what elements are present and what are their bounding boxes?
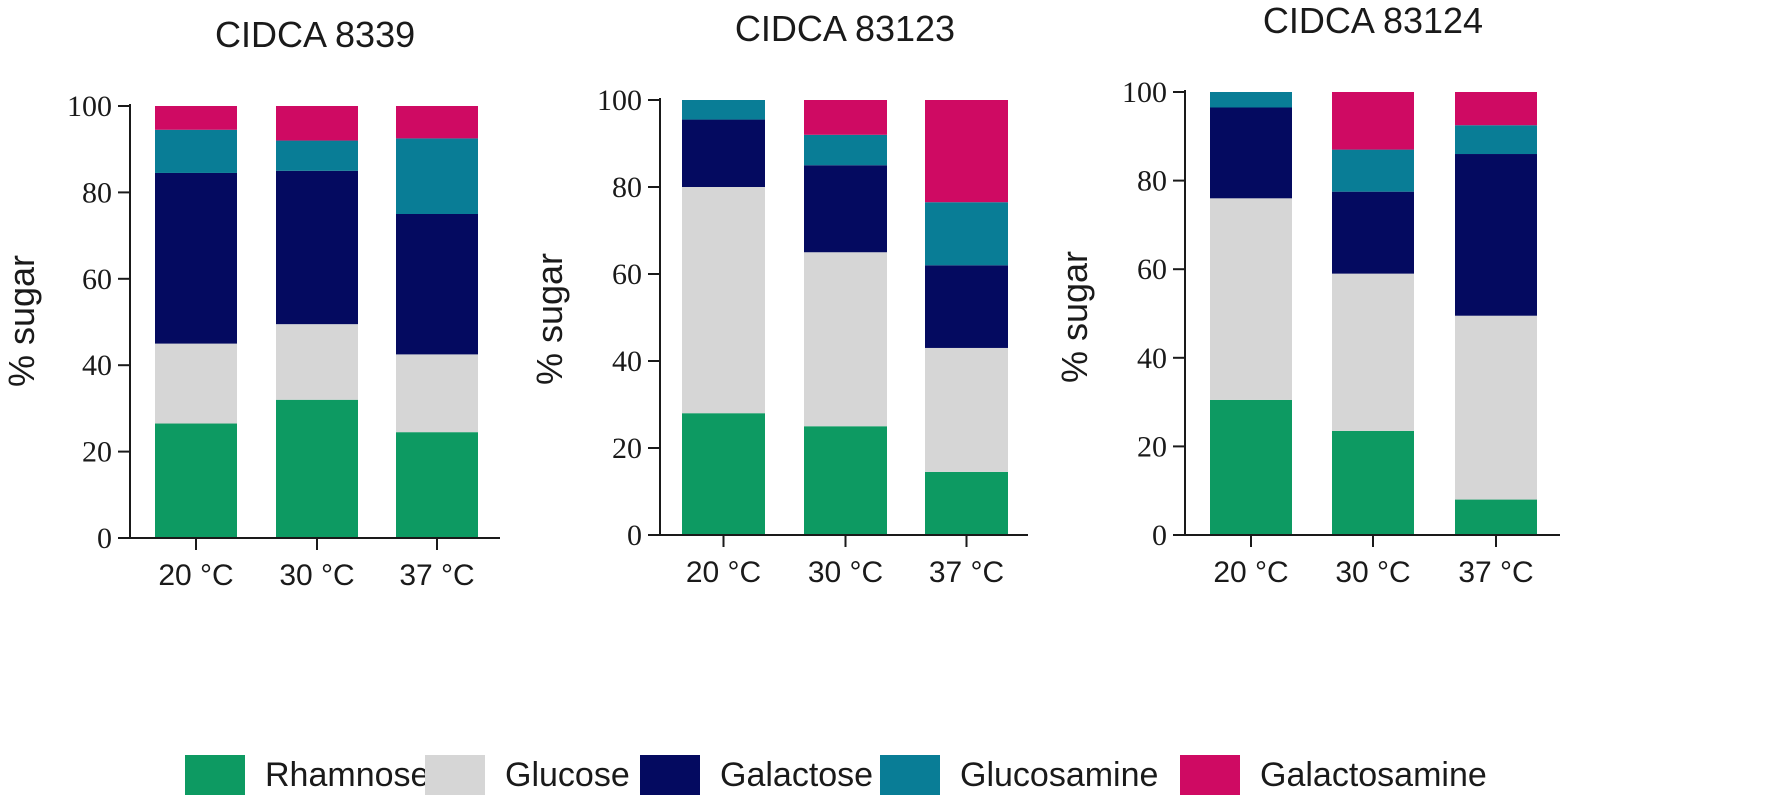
y-tick-label: 80: [1137, 165, 1167, 198]
bar-galactose-1: [682, 119, 765, 187]
bar-rhamnose-1: [1210, 399, 1292, 535]
bar-glucose-2: [804, 252, 887, 427]
legend-swatch-glucosamine: [880, 755, 940, 795]
bar-glucosamine-3: [396, 138, 478, 214]
bar-glucose-3: [925, 347, 1008, 472]
y-tick-label: 60: [82, 263, 112, 296]
x-tick-label: 20 °C: [158, 559, 233, 592]
bar-glucose-1: [1210, 198, 1292, 400]
legend-swatch-rhamnose: [185, 755, 245, 795]
legend-item-glucose: Glucose: [425, 755, 630, 795]
bar-rhamnose-1: [155, 423, 237, 538]
bar-galactosamine-3: [925, 100, 1008, 203]
bar-glucose-3: [396, 354, 478, 433]
y-tick-label: 100: [597, 84, 642, 117]
chart-title: CIDCA 83123: [734, 8, 956, 49]
bar-galactose-3: [1455, 154, 1537, 316]
bar-glucosamine-3: [1455, 125, 1537, 155]
chart-title: CIDCA 8339: [215, 14, 416, 55]
x-tick-label: 30 °C: [1335, 556, 1410, 589]
x-tick-label: 37 °C: [399, 559, 474, 592]
legend-label: Galactose: [720, 755, 874, 794]
y-tick-label: 0: [627, 519, 642, 552]
y-tick-label: 60: [1137, 253, 1167, 286]
bar-glucosamine-2: [804, 134, 887, 166]
legend-label: Galactosamine: [1260, 755, 1487, 794]
bar-galactose-1: [1210, 107, 1292, 199]
y-tick-label: 20: [612, 432, 642, 465]
bar-galactosamine-2: [1332, 92, 1414, 150]
bar-glucosamine-2: [1332, 149, 1414, 192]
bar-glucose-2: [276, 324, 358, 400]
x-tick-label: 20 °C: [1213, 556, 1288, 589]
bar-rhamnose-2: [1332, 430, 1414, 535]
y-tick-label: 80: [612, 171, 642, 204]
bar-galactosamine-3: [396, 106, 478, 139]
y-tick-label: 100: [1122, 76, 1167, 109]
y-tick-label: 20: [82, 436, 112, 469]
legend-item-glucosamine: Glucosamine: [880, 755, 1158, 795]
bar-galactose-2: [1332, 191, 1414, 274]
legend-item-galactosamine: Galactosamine: [1180, 755, 1487, 795]
bar-galactose-2: [804, 165, 887, 253]
legend-swatch-galactose: [640, 755, 700, 795]
bar-glucosamine-1: [682, 100, 765, 120]
y-tick-label: 80: [82, 176, 112, 209]
legend: Rhamnose Glucose Galactose Glucosamine G…: [185, 755, 1735, 795]
y-tick-label: 40: [82, 349, 112, 382]
bar-glucosamine-1: [155, 129, 237, 173]
bar-rhamnose-2: [804, 426, 887, 535]
bar-galactose-3: [925, 265, 1008, 348]
bar-glucose-3: [1455, 315, 1537, 500]
bar-glucosamine-2: [276, 140, 358, 171]
bar-glucose-1: [682, 187, 765, 414]
bar-rhamnose-3: [925, 471, 1008, 535]
legend-label: Rhamnose: [265, 755, 430, 794]
y-tick-label: 100: [67, 90, 112, 123]
bar-galactosamine-2: [804, 100, 887, 135]
bar-galactosamine-2: [276, 106, 358, 141]
bar-glucose-1: [155, 343, 237, 424]
bar-galactosamine-1: [155, 106, 237, 130]
legend-swatch-glucose: [425, 755, 485, 795]
bar-rhamnose-2: [276, 399, 358, 538]
y-tick-label: 40: [1137, 342, 1167, 375]
x-tick-label: 30 °C: [808, 556, 883, 589]
bar-glucose-2: [1332, 273, 1414, 431]
bar-glucosamine-1: [1210, 92, 1292, 108]
bar-galactose-3: [396, 214, 478, 355]
y-tick-label: 60: [612, 258, 642, 291]
chart-title: CIDCA 83124: [1262, 0, 1484, 41]
bar-rhamnose-3: [1455, 499, 1537, 535]
bar-rhamnose-3: [396, 432, 478, 538]
bar-galactose-1: [155, 172, 237, 344]
legend-label: Glucosamine: [960, 755, 1159, 794]
y-tick-label: 0: [97, 522, 112, 555]
bar-glucosamine-3: [925, 202, 1008, 266]
y-tick-label: 0: [1152, 519, 1167, 552]
legend-swatch-galactosamine: [1180, 755, 1240, 795]
legend-item-rhamnose: Rhamnose: [185, 755, 429, 795]
y-tick-label: 40: [612, 345, 642, 378]
bar-rhamnose-1: [682, 413, 765, 535]
bar-galactose-2: [276, 170, 358, 325]
x-tick-label: 30 °C: [279, 559, 354, 592]
bar-galactosamine-3: [1455, 92, 1537, 126]
x-tick-label: 20 °C: [686, 556, 761, 589]
y-tick-label: 20: [1137, 430, 1167, 463]
x-tick-label: 37 °C: [1458, 556, 1533, 589]
legend-item-galactose: Galactose: [640, 755, 873, 795]
x-tick-label: 37 °C: [929, 556, 1004, 589]
legend-label: Glucose: [505, 755, 630, 794]
